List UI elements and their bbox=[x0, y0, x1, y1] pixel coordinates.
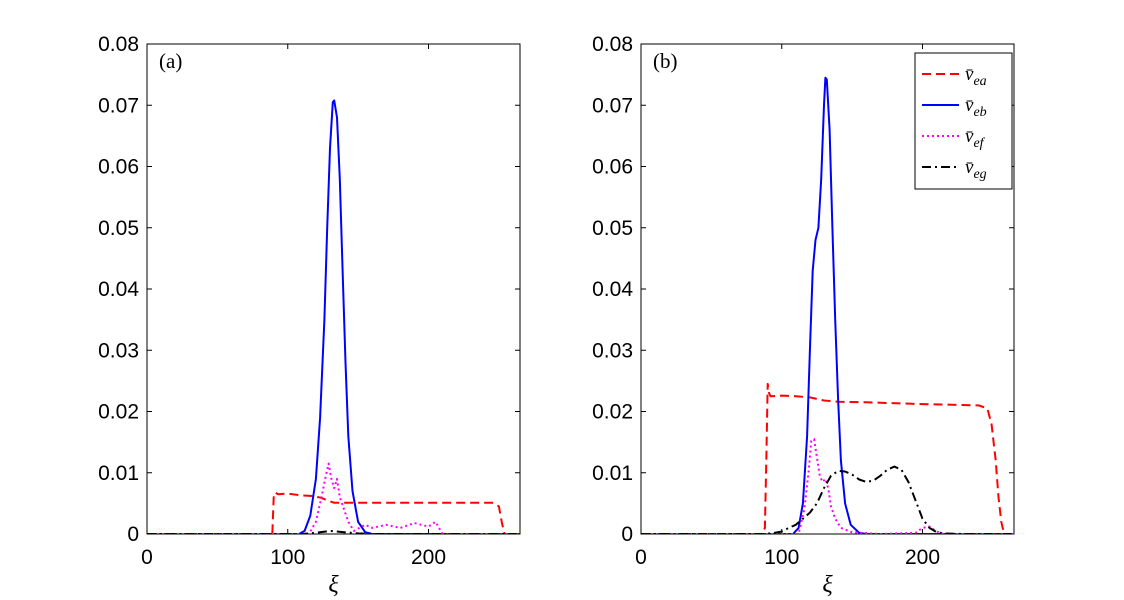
y-tick-label: 0 bbox=[127, 523, 139, 546]
y-tick-label: 0.08 bbox=[98, 33, 139, 56]
panel-label: (b) bbox=[653, 49, 678, 73]
legend-label-vef: v̄ef bbox=[965, 126, 986, 151]
legend-box bbox=[914, 52, 1013, 190]
series-line-veb bbox=[147, 99, 520, 534]
series-line-veg bbox=[147, 529, 520, 534]
y-tick-label: 0.01 bbox=[98, 462, 139, 485]
legend: v̄ea v̄eb v̄ef v̄eg bbox=[914, 52, 1013, 190]
x-tick-label: 200 bbox=[905, 546, 940, 569]
series-line-vef bbox=[147, 462, 520, 534]
y-tick-label: 0.07 bbox=[98, 94, 139, 117]
y-tick-label: 0.07 bbox=[592, 94, 633, 117]
chart-panel-1: 0 0.01 0.02 0.03 0.04 0.05 0.06 0.07 0.08 0 100 200… bbox=[592, 33, 1015, 598]
y-tick-label: 0.04 bbox=[98, 278, 139, 301]
series-line-veb bbox=[641, 76, 1014, 534]
legend-label-veg: v̄eg bbox=[965, 157, 987, 182]
y-tick-label: 0.02 bbox=[592, 401, 633, 424]
panel-label: (a) bbox=[159, 49, 182, 73]
series-line-vea bbox=[641, 382, 1014, 534]
plot-area-frame bbox=[146, 43, 521, 535]
series-line-vea bbox=[147, 491, 520, 534]
x-axis-label: ξ bbox=[328, 572, 339, 598]
y-tick-label: 0.03 bbox=[592, 339, 633, 362]
x-tick-label: 100 bbox=[270, 546, 305, 569]
x-tick-label: 100 bbox=[764, 546, 799, 569]
legend-label-vea: v̄ea bbox=[965, 64, 987, 89]
y-tick-label: 0.02 bbox=[98, 401, 139, 424]
y-tick-label: 0.08 bbox=[592, 33, 633, 56]
y-tick-label: 0.05 bbox=[98, 217, 139, 240]
series-line-veg bbox=[641, 465, 1014, 534]
x-tick-label: 0 bbox=[141, 546, 153, 569]
x-tick-label: 200 bbox=[411, 546, 446, 569]
series-line-vef bbox=[641, 438, 1014, 534]
y-tick-label: 0.04 bbox=[592, 278, 633, 301]
legend-label-veb: v̄eb bbox=[965, 95, 987, 120]
y-tick-label: 0.06 bbox=[98, 156, 139, 179]
y-tick-label: 0 bbox=[621, 523, 633, 546]
y-tick-label: 0.01 bbox=[592, 462, 633, 485]
chart-panel-0: 0 0.01 0.02 0.03 0.04 0.05 0.06 0.07 0.08 0 100 200… bbox=[98, 33, 521, 598]
y-tick-label: 0.06 bbox=[592, 156, 633, 179]
x-tick-label: 0 bbox=[635, 546, 647, 569]
x-axis-label: ξ bbox=[822, 572, 833, 598]
y-tick-label: 0.03 bbox=[98, 339, 139, 362]
y-tick-label: 0.05 bbox=[592, 217, 633, 240]
